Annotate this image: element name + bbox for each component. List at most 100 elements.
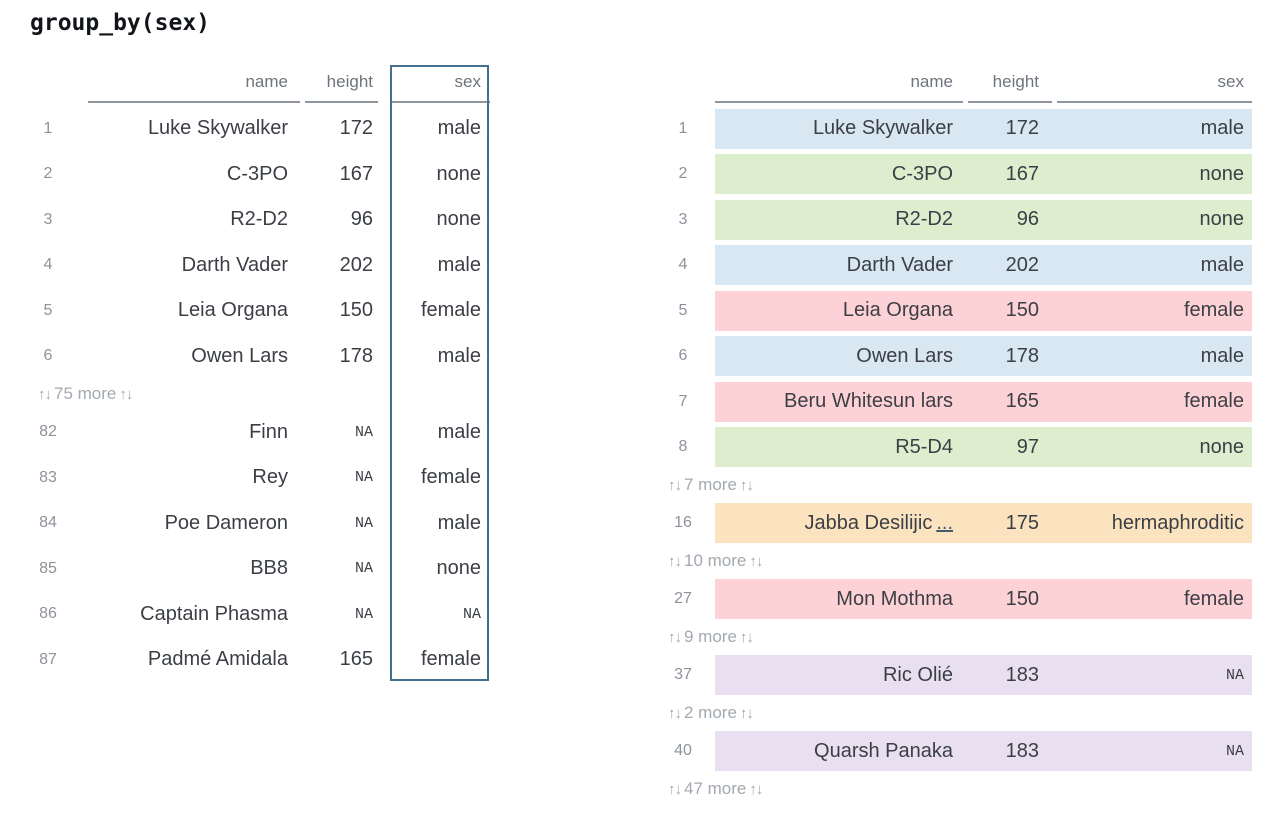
left-table-header: name height sex bbox=[32, 63, 502, 103]
more-label: 75 more bbox=[54, 384, 117, 404]
table-row: 1 Luke Skywalker 172 male bbox=[32, 106, 502, 152]
column-header-sex: sex bbox=[1057, 63, 1252, 103]
row-number: 8 bbox=[678, 438, 688, 456]
sex-cell: male bbox=[1200, 344, 1244, 367]
row-number: 83 bbox=[39, 468, 57, 486]
truncation-ellipsis-link[interactable]: ... bbox=[936, 511, 953, 534]
height-cell: 183 bbox=[1005, 739, 1039, 762]
table-row: 2 C-3PO 167 none bbox=[663, 152, 1263, 198]
height-cell: 167 bbox=[339, 162, 373, 185]
row-number: 87 bbox=[39, 650, 57, 668]
name-cell: Padmé Amidala bbox=[147, 648, 288, 671]
row-number: 82 bbox=[39, 423, 57, 441]
height-cell: 150 bbox=[339, 299, 373, 322]
height-cell: 202 bbox=[1005, 253, 1039, 276]
sex-cell: none bbox=[436, 208, 482, 231]
header-band: name height sex bbox=[715, 63, 1252, 103]
name-cell: Darth Vader bbox=[846, 253, 953, 276]
sex-cell: male bbox=[437, 253, 481, 276]
right-table: name height sex 1 Luke Skywalker 172 mal… bbox=[663, 63, 1263, 805]
name-cell: Poe Dameron bbox=[164, 511, 288, 534]
group-band: Leia Organa 150 female bbox=[715, 290, 1252, 331]
group-band: Ric Olié 183 NA bbox=[715, 655, 1252, 696]
row-number: 5 bbox=[678, 301, 688, 319]
name-cell: Luke Skywalker bbox=[812, 117, 953, 140]
column-header-name: name bbox=[88, 63, 300, 103]
more-label: 2 more bbox=[684, 703, 737, 723]
name-cell: Owen Lars bbox=[856, 344, 953, 367]
height-cell: 150 bbox=[1005, 587, 1039, 610]
table-row: 7 Beru Whitesun lars 165 female bbox=[663, 379, 1263, 425]
table-row: 4 Darth Vader 202 male bbox=[32, 243, 502, 289]
updown-arrows-icon: ↑↓ bbox=[749, 552, 763, 570]
row-number: 86 bbox=[39, 605, 57, 623]
group-band: Jabba Desilijic... 175 hermaphroditic bbox=[715, 503, 1252, 544]
sex-cell: NA bbox=[1225, 742, 1244, 760]
group-band: R5-D4 97 none bbox=[715, 427, 1252, 468]
group-band: Quarsh Panaka 183 NA bbox=[715, 731, 1252, 772]
skip-row: ↑↓ 9 more ↑↓ bbox=[663, 622, 1263, 653]
left-table: name height sex 1 Luke Skywalker 172 mal… bbox=[32, 63, 502, 683]
updown-arrows-icon: ↑↓ bbox=[668, 628, 682, 646]
group-band: Darth Vader 202 male bbox=[715, 245, 1252, 286]
row-number: 4 bbox=[678, 256, 688, 274]
row-number: 4 bbox=[43, 256, 53, 274]
updown-arrows-icon: ↑↓ bbox=[668, 704, 682, 722]
skip-row: ↑↓ 47 more ↑↓ bbox=[663, 774, 1263, 805]
updown-arrows-icon: ↑↓ bbox=[739, 628, 754, 646]
height-cell: 172 bbox=[339, 117, 373, 140]
table-row: 86 Captain Phasma NA NA bbox=[32, 592, 502, 638]
updown-arrows-icon: ↑↓ bbox=[668, 552, 682, 570]
height-cell: 165 bbox=[1005, 390, 1039, 413]
name-cell: BB8 bbox=[250, 557, 288, 580]
height-cell: NA bbox=[354, 605, 373, 623]
name-cell: Finn bbox=[249, 420, 288, 443]
height-cell: 183 bbox=[1005, 663, 1039, 686]
page-title: group_by(sex) bbox=[30, 10, 211, 36]
name-cell: Quarsh Panaka bbox=[814, 739, 953, 762]
sex-cell: NA bbox=[1225, 666, 1244, 684]
table-row: 83 Rey NA female bbox=[32, 455, 502, 501]
table-row: 87 Padmé Amidala 165 female bbox=[32, 637, 502, 683]
row-number: 5 bbox=[43, 301, 53, 319]
sex-cell: male bbox=[437, 511, 481, 534]
name-cell: Mon Mothma bbox=[836, 587, 953, 610]
table-row: 37 Ric Olié 183 NA bbox=[663, 653, 1263, 699]
updown-arrows-icon: ↑↓ bbox=[749, 780, 763, 798]
row-number: 7 bbox=[678, 392, 688, 410]
name-cell: Owen Lars bbox=[191, 344, 288, 367]
name-cell: R2-D2 bbox=[895, 208, 953, 231]
skip-row: ↑↓ 7 more ↑↓ bbox=[663, 470, 1263, 501]
updown-arrows-icon: ↑↓ bbox=[668, 476, 682, 494]
height-cell: 172 bbox=[1005, 117, 1039, 140]
row-number: 1 bbox=[43, 119, 53, 137]
height-cell: 165 bbox=[339, 648, 373, 671]
group-band: Luke Skywalker 172 male bbox=[715, 108, 1252, 149]
row-number: 40 bbox=[674, 742, 692, 760]
height-cell: 96 bbox=[1016, 208, 1039, 231]
row-number: 3 bbox=[678, 210, 688, 228]
sex-cell: female bbox=[420, 648, 481, 671]
sex-cell: none bbox=[436, 557, 482, 580]
sex-cell: male bbox=[1200, 117, 1244, 140]
row-number: 16 bbox=[674, 514, 692, 532]
group-band: Beru Whitesun lars 165 female bbox=[715, 381, 1252, 422]
height-cell: NA bbox=[354, 560, 373, 578]
table-row: 6 Owen Lars 178 male bbox=[32, 334, 502, 380]
row-number: 2 bbox=[678, 165, 688, 183]
name-cell: C-3PO bbox=[891, 162, 953, 185]
sex-cell: female bbox=[420, 299, 481, 322]
row-number: 27 bbox=[674, 590, 692, 608]
updown-arrows-icon: ↑↓ bbox=[119, 385, 133, 403]
table-row: 85 BB8 NA none bbox=[32, 546, 502, 592]
row-number: 84 bbox=[39, 514, 57, 532]
more-label: 47 more bbox=[684, 779, 747, 799]
row-number: 85 bbox=[39, 559, 57, 577]
table-row: 5 Leia Organa 150 female bbox=[32, 288, 502, 334]
sex-cell: female bbox=[420, 466, 481, 489]
column-header-height: height bbox=[305, 63, 378, 103]
column-header-name: name bbox=[715, 63, 963, 103]
table-row: 3 R2-D2 96 none bbox=[32, 197, 502, 243]
name-cell: Captain Phasma bbox=[140, 602, 288, 625]
name-cell: Beru Whitesun lars bbox=[784, 390, 953, 413]
